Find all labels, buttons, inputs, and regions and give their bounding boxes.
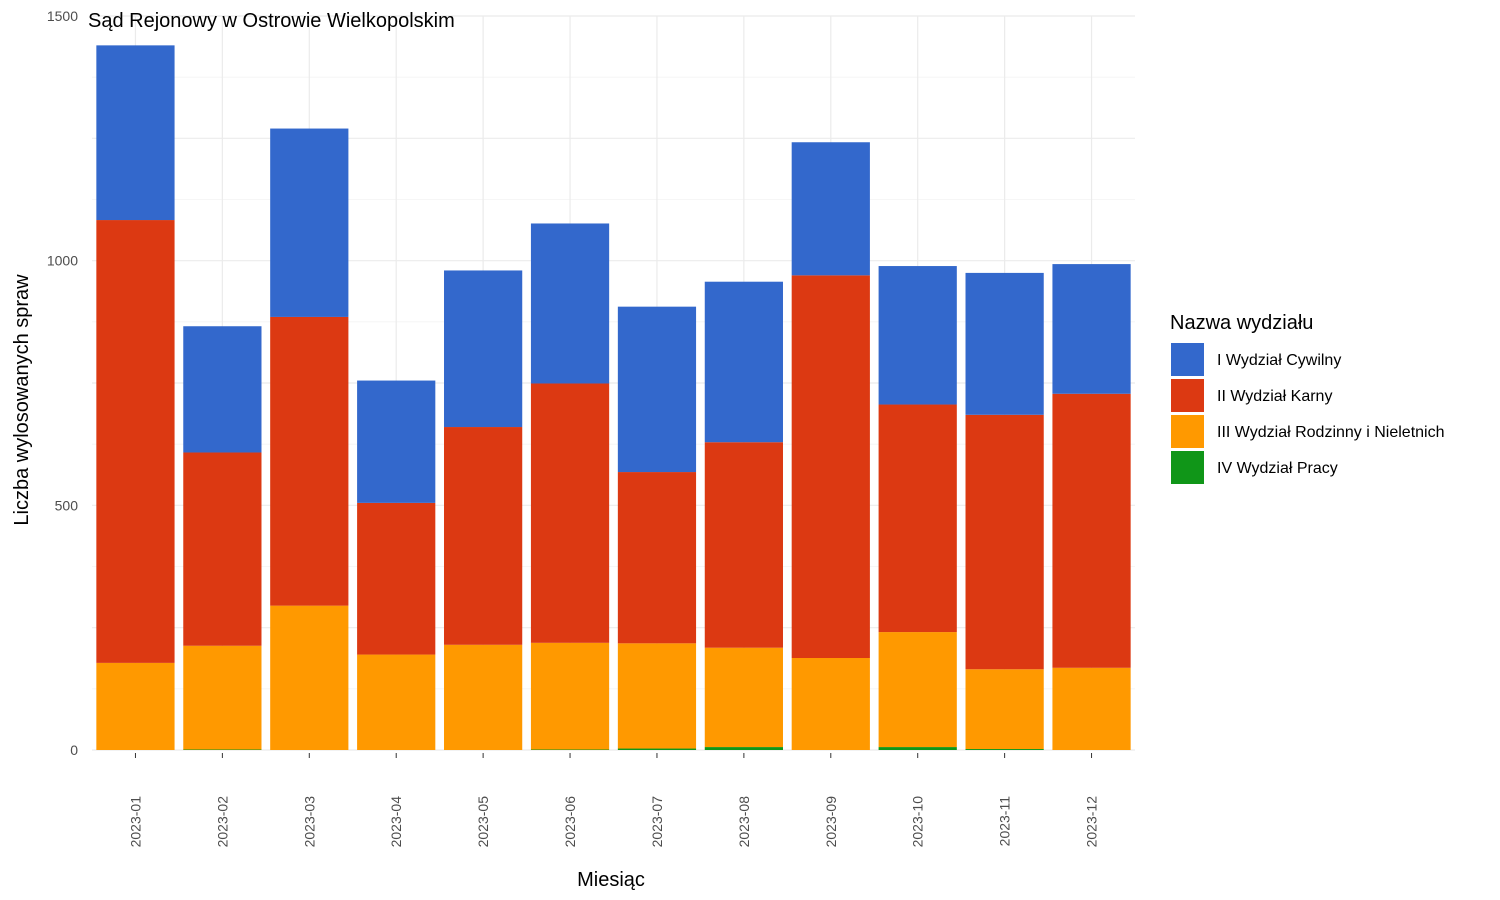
bar-segment <box>444 427 523 645</box>
bar-segment <box>878 747 957 750</box>
bar-segment <box>704 442 783 648</box>
x-tick-label: 2023-02 <box>214 796 230 848</box>
x-axis-ticks: 2023-01 2023-02 2023-03 2023-04 2023-05 2023-… <box>127 753 1100 848</box>
x-tick-label: 2023-05 <box>475 796 491 848</box>
x-tick-label: 2023-07 <box>649 796 665 848</box>
bar-segment <box>617 748 697 750</box>
bar-segment <box>617 306 697 473</box>
bar-segment <box>183 326 262 453</box>
bar-segment <box>1052 264 1131 394</box>
bar-segment <box>791 142 870 276</box>
legend-label: IV Wydział Pracy <box>1217 460 1338 477</box>
legend-label: II Wydział Karny <box>1217 388 1332 405</box>
bar-segment <box>96 220 175 663</box>
bar-segment <box>183 645 262 750</box>
legend-swatch <box>1171 379 1204 412</box>
bar-segment <box>617 643 697 749</box>
legend-label: III Wydział Rodzinny i Nieletnich <box>1217 424 1445 441</box>
legend: Nazwa wydziału I Wydział Cywilny II Wydzi… <box>1170 312 1445 484</box>
bar-segment <box>617 472 697 644</box>
x-tick-label: 2023-12 <box>1084 796 1100 848</box>
x-tick-label: 2023-03 <box>301 796 317 848</box>
bar-segment <box>791 658 870 750</box>
y-axis-title: Liczba wylosowanych spraw <box>11 274 33 526</box>
bar-segment <box>878 632 957 748</box>
legend-swatch <box>1171 343 1204 376</box>
bar-segment <box>878 404 957 633</box>
bar-segment <box>965 749 1044 750</box>
bar-segment <box>791 275 870 659</box>
bar-segment <box>183 452 262 646</box>
bar-segment <box>530 223 610 384</box>
x-axis-title: Miesiąc <box>577 869 645 891</box>
bar-segment <box>965 272 1044 415</box>
bar-segment <box>96 45 175 221</box>
y-tick-label: 1500 <box>47 8 78 24</box>
legend-label: I Wydział Cywilny <box>1217 352 1341 369</box>
chart-title: Sąd Rejonowy w Ostrowie Wielkopolskim <box>88 10 455 32</box>
bar-segment <box>704 281 783 443</box>
bar-segment <box>1052 667 1131 750</box>
bar-segment <box>96 662 175 750</box>
bar-segment <box>270 316 349 606</box>
x-tick-label: 2023-04 <box>388 796 404 848</box>
bar-segment <box>704 647 783 748</box>
x-tick-label: 2023-06 <box>562 796 578 848</box>
bar-segment <box>704 747 783 750</box>
y-tick-label: 0 <box>70 742 78 758</box>
bar-segment <box>357 380 436 503</box>
x-tick-label: 2023-11 <box>997 796 1013 847</box>
bar-segment <box>444 270 523 428</box>
bar-segment <box>270 128 349 317</box>
bar-segment <box>357 654 436 750</box>
bar-segment <box>270 605 349 750</box>
legend-swatch <box>1171 451 1204 484</box>
bar-segment <box>530 383 610 643</box>
y-tick-label: 500 <box>55 497 79 513</box>
bar-segment <box>444 644 523 750</box>
bar-segment <box>1052 393 1131 668</box>
bar-segment <box>530 642 610 750</box>
y-axis-ticks: 0 500 1000 1500 <box>47 8 78 758</box>
x-tick-label: 2023-09 <box>823 796 839 848</box>
bars <box>96 45 1131 750</box>
x-tick-label: 2023-01 <box>127 796 143 848</box>
x-tick-label: 2023-08 <box>736 796 752 848</box>
x-tick-label: 2023-10 <box>910 796 926 848</box>
legend-title: Nazwa wydziału <box>1170 312 1313 334</box>
bar-segment <box>965 414 1044 670</box>
bar-segment <box>965 669 1044 750</box>
bar-segment <box>878 266 957 405</box>
bar-segment <box>357 502 436 655</box>
legend-swatch <box>1171 415 1204 448</box>
y-tick-label: 1000 <box>47 253 78 269</box>
